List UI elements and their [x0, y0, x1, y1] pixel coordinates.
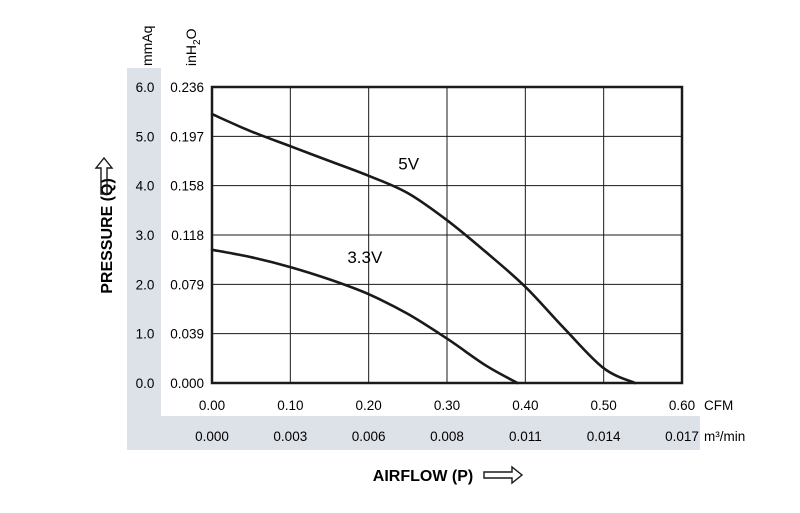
y-tick-label-secondary: 0.000: [170, 376, 204, 391]
x-tick-label: 0.00: [199, 398, 225, 413]
y-unit-primary: mmAq: [139, 26, 155, 66]
y-tick-label: 3.0: [136, 228, 155, 243]
y-unit-secondary-group: inH2O: [183, 28, 203, 66]
y-tick-label: 0.0: [136, 376, 155, 391]
series-labels: 5V 3.3V: [347, 154, 419, 267]
y-tick-label: 6.0: [136, 80, 155, 95]
series-line-3-3v: [210, 248, 519, 385]
y-tick-label-secondary: 0.118: [171, 228, 204, 243]
y-tick-label-secondary: 0.039: [170, 327, 204, 342]
x-tick-label-secondary: 0.011: [509, 429, 542, 444]
y-tick-label-secondary: 0.197: [170, 129, 204, 144]
x-tick-label: 0.10: [277, 398, 303, 413]
y-tick-label: 5.0: [136, 129, 155, 144]
y-axis-title: PRESSURE (Q): [99, 178, 116, 294]
y-tick-label-secondary: 0.236: [170, 80, 204, 95]
x-unit-secondary: m³/min: [704, 429, 745, 444]
y-tick-label: 2.0: [136, 277, 155, 292]
x-tick-label: 0.30: [434, 398, 460, 413]
x-tick-labels-secondary: 0.000 0.003 0.006 0.008 0.011 0.014 0.017: [195, 429, 699, 444]
x-axis-arrow-icon: [483, 465, 524, 485]
x-tick-label-secondary: 0.000: [195, 429, 229, 444]
series-line-5v: [210, 112, 637, 385]
x-axis-title: AIRFLOW (P): [373, 468, 473, 485]
y-tick-label-secondary: 0.079: [170, 277, 204, 292]
x-tick-label: 0.20: [356, 398, 382, 413]
y-axis-arrow-icon: [94, 156, 114, 195]
y-tick-labels-secondary: 0.000 0.039 0.079 0.118 0.158 0.197 0.236: [170, 80, 204, 391]
x-axis-band: [127, 416, 700, 450]
x-tick-label-secondary: 0.017: [665, 429, 699, 444]
y-unit-secondary: inH2O: [183, 28, 203, 66]
series-label-5v: 5V: [398, 154, 419, 173]
series-lines: [210, 112, 637, 385]
x-tick-label-secondary: 0.008: [430, 429, 464, 444]
y-axis-band: [127, 68, 161, 450]
y-tick-label: 1.0: [136, 327, 155, 342]
x-tick-label: 0.40: [512, 398, 538, 413]
x-tick-label-secondary: 0.014: [587, 429, 621, 444]
x-tick-labels: 0.00 0.10 0.20 0.30 0.40 0.50 0.60: [199, 398, 695, 413]
x-tick-label: 0.50: [591, 398, 617, 413]
y-tick-label-secondary: 0.158: [170, 179, 204, 194]
x-unit-primary: CFM: [704, 398, 733, 413]
plot-frame: [210, 85, 684, 385]
x-tick-label: 0.60: [669, 398, 695, 413]
x-tick-label-secondary: 0.003: [273, 429, 307, 444]
x-tick-label-secondary: 0.006: [352, 429, 386, 444]
y-tick-labels: 0.0 1.0 2.0 3.0 4.0 5.0 6.0: [136, 80, 155, 391]
y-tick-label: 4.0: [136, 179, 155, 194]
series-label-3-3v: 3.3V: [347, 248, 383, 267]
